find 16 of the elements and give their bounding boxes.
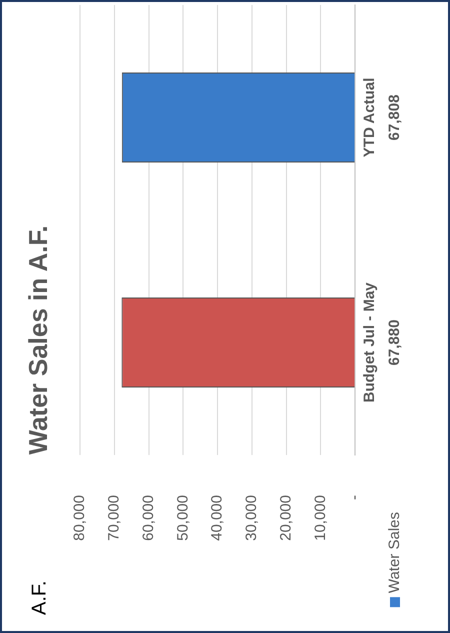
y-tick-label: YTD Actual bbox=[361, 78, 378, 158]
x-tick-label: 20,000 bbox=[277, 495, 294, 541]
data-label: 67,808 bbox=[386, 94, 404, 140]
x-tick-label: 60,000 bbox=[140, 495, 157, 541]
y-tick-label: Budget Jul - May bbox=[361, 282, 378, 403]
x-tick-label: 50,000 bbox=[174, 495, 192, 541]
data-label: 67,880 bbox=[386, 320, 404, 366]
x-tick-label: 80,000 bbox=[71, 495, 88, 541]
x-tick-label: - bbox=[346, 495, 364, 500]
x-tick-label: 40,000 bbox=[208, 495, 226, 541]
text: A.F. bbox=[28, 580, 51, 615]
text: Water Sales in A.F. bbox=[23, 225, 54, 455]
text: Water Sales bbox=[386, 512, 404, 593]
x-tick-label: 30,000 bbox=[243, 495, 260, 541]
x-tick-label: 10,000 bbox=[312, 495, 329, 541]
x-tick-label: 70,000 bbox=[106, 495, 123, 541]
